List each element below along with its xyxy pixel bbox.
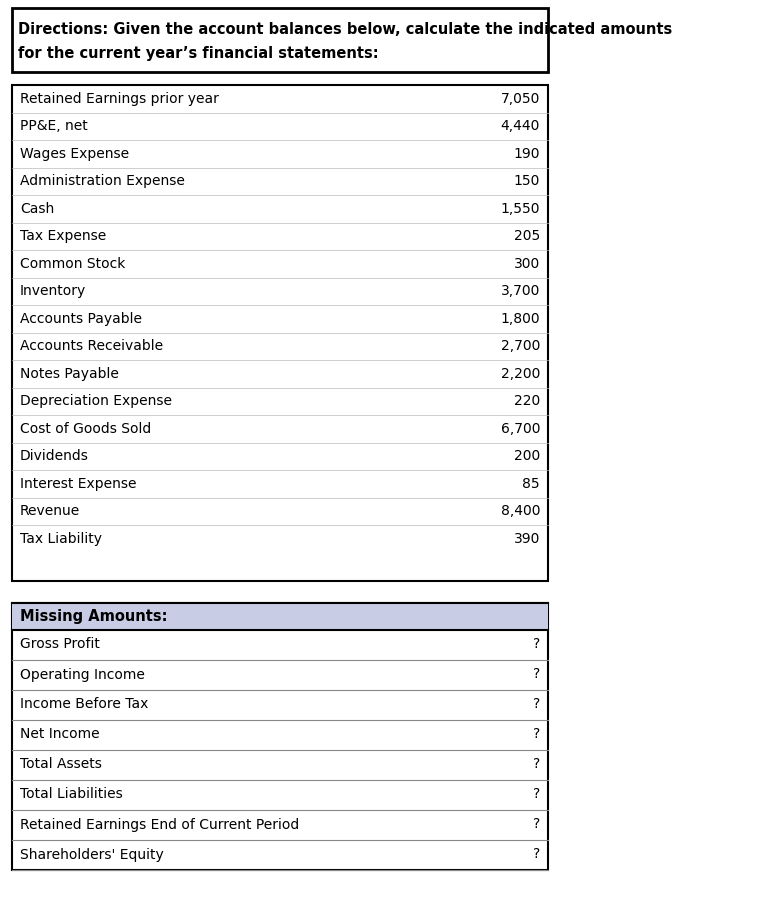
Text: ?: ? [533,788,540,802]
Bar [12,602,548,629]
Text: ?: ? [533,817,540,832]
Bar [12,8,548,72]
Text: Notes Payable: Notes Payable [20,367,119,381]
Text: Gross Profit: Gross Profit [20,637,100,652]
Text: Missing Amounts:: Missing Amounts: [20,608,167,624]
Text: 1,550: 1,550 [501,202,540,216]
Text: Retained Earnings End of Current Period: Retained Earnings End of Current Period [20,817,300,832]
Text: Dividends: Dividends [20,449,89,464]
Bar [12,85,548,580]
Text: Net Income: Net Income [20,727,100,742]
Text: ?: ? [533,637,540,652]
Text: Common Stock: Common Stock [20,256,125,271]
Text: Interest Expense: Interest Expense [20,477,136,490]
Text: Retained Earnings prior year: Retained Earnings prior year [20,92,219,106]
Text: Cost of Goods Sold: Cost of Goods Sold [20,422,151,436]
Text: 1,800: 1,800 [500,311,540,326]
Text: Revenue: Revenue [20,504,80,518]
Text: Inventory: Inventory [20,284,86,298]
Text: 220: 220 [514,394,540,409]
Text: 7,050: 7,050 [501,92,540,106]
Text: PP&E, net: PP&E, net [20,119,87,133]
Text: Total Assets: Total Assets [20,758,102,771]
Text: 4,440: 4,440 [501,119,540,133]
Text: 2,700: 2,700 [501,339,540,353]
Text: 205: 205 [514,230,540,243]
Text: 6,700: 6,700 [501,422,540,436]
Text: 300: 300 [514,256,540,271]
Text: Shareholders' Equity: Shareholders' Equity [20,848,164,861]
Text: Operating Income: Operating Income [20,668,145,681]
Text: ?: ? [533,668,540,681]
Text: ?: ? [533,758,540,771]
Text: Total Liabilities: Total Liabilities [20,788,123,802]
Text: Administration Expense: Administration Expense [20,175,185,188]
Text: Tax Expense: Tax Expense [20,230,106,243]
Text: Cash: Cash [20,202,54,216]
Text: Income Before Tax: Income Before Tax [20,698,149,712]
Text: 3,700: 3,700 [501,284,540,298]
Bar [12,602,548,869]
Text: ?: ? [533,698,540,712]
Text: 200: 200 [514,449,540,464]
Text: Directions: Given the account balances below, calculate the indicated amounts: Directions: Given the account balances b… [18,22,673,37]
Text: 8,400: 8,400 [501,504,540,518]
Text: ?: ? [533,848,540,861]
Text: 85: 85 [522,477,540,490]
Text: for the current year’s financial statements:: for the current year’s financial stateme… [18,46,378,61]
Text: Accounts Receivable: Accounts Receivable [20,339,163,353]
Text: 150: 150 [514,175,540,188]
Text: 2,200: 2,200 [501,367,540,381]
Text: 190: 190 [513,147,540,161]
Text: Wages Expense: Wages Expense [20,147,129,161]
Text: Tax Liability: Tax Liability [20,532,102,545]
Text: ?: ? [533,727,540,742]
Text: 390: 390 [514,532,540,545]
Text: Depreciation Expense: Depreciation Expense [20,394,172,409]
Text: Accounts Payable: Accounts Payable [20,311,142,326]
